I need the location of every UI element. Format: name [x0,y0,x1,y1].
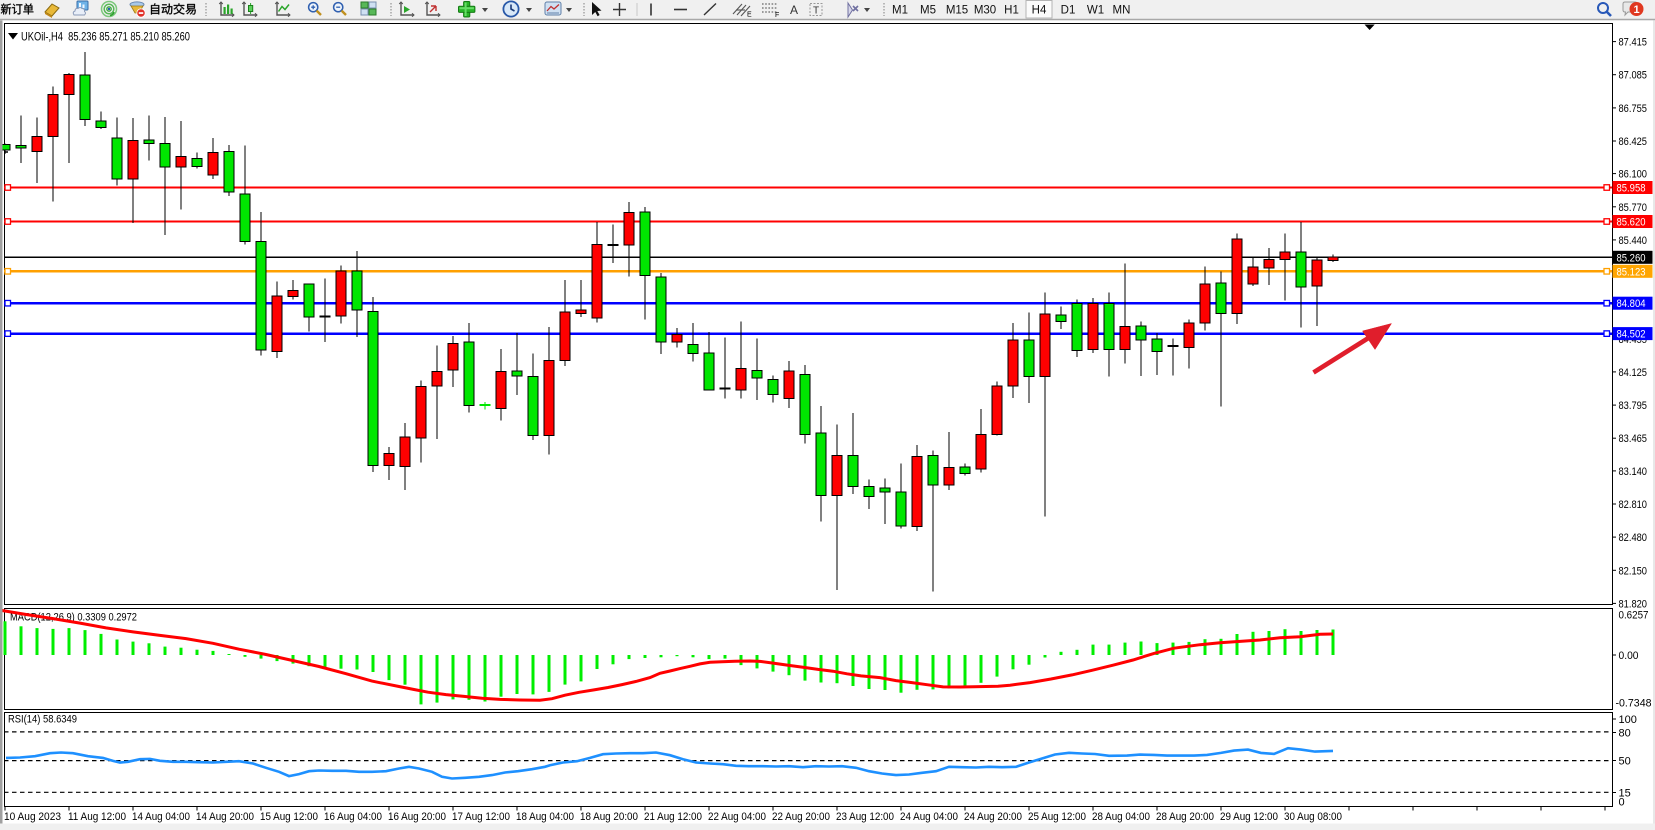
svg-text:85.440: 85.440 [1619,235,1648,247]
svg-text:D1: D1 [1061,5,1076,17]
svg-text:11 Aug 12:00: 11 Aug 12:00 [68,811,126,823]
svg-text:23 Aug 12:00: 23 Aug 12:00 [836,811,894,823]
svg-text:87.085: 87.085 [1619,70,1648,82]
svg-text:21 Aug 12:00: 21 Aug 12:00 [644,811,702,823]
svg-text:M1: M1 [892,5,908,17]
svg-text:50: 50 [1619,756,1631,768]
svg-text:F: F [775,12,779,19]
svg-text:86.755: 86.755 [1619,103,1648,115]
svg-text:0.6257: 0.6257 [1619,609,1649,621]
svg-text:18 Aug 04:00: 18 Aug 04:00 [516,811,574,823]
svg-text:10 Aug 2023: 10 Aug 2023 [4,811,61,823]
svg-text:MACD(12,26,9) 0.3309 0.2972: MACD(12,26,9) 0.3309 0.2972 [10,612,137,624]
svg-text:83.465: 83.465 [1619,433,1648,445]
svg-text:E: E [747,12,752,19]
svg-text:28 Aug 20:00: 28 Aug 20:00 [1156,811,1214,823]
svg-text:86.425: 86.425 [1619,136,1648,148]
svg-text:29 Aug 12:00: 29 Aug 12:00 [1220,811,1278,823]
svg-text:85.958: 85.958 [1617,183,1646,195]
svg-text:M5: M5 [920,5,936,17]
svg-text:15 Aug 12:00: 15 Aug 12:00 [260,811,318,823]
svg-text:82.480: 82.480 [1619,532,1648,544]
svg-text:85.620: 85.620 [1617,217,1646,229]
svg-text:85.770: 85.770 [1619,202,1648,214]
svg-text:MN: MN [1113,5,1131,17]
svg-text:14 Aug 04:00: 14 Aug 04:00 [132,811,190,823]
svg-text:82.150: 82.150 [1619,565,1648,577]
svg-text:84.502: 84.502 [1617,329,1646,341]
svg-text:H4: H4 [1032,5,1047,17]
svg-text:80: 80 [1619,728,1631,740]
svg-text:81.820: 81.820 [1619,598,1648,610]
svg-text:83.140: 83.140 [1619,466,1648,478]
svg-text:86.100: 86.100 [1619,169,1648,181]
svg-text:25 Aug 12:00: 25 Aug 12:00 [1028,811,1086,823]
svg-text:0: 0 [1619,797,1625,809]
svg-text:22 Aug 04:00: 22 Aug 04:00 [708,811,766,823]
svg-text:24 Aug 20:00: 24 Aug 20:00 [964,811,1022,823]
svg-text:16 Aug 04:00: 16 Aug 04:00 [324,811,382,823]
svg-text:M15: M15 [946,5,968,17]
svg-text:T: T [813,6,819,17]
svg-text:UKOil-,H4 85.236 85.271 85.21: UKOil-,H4 85.236 85.271 85.210 85.260 [21,30,190,44]
svg-text:22 Aug 20:00: 22 Aug 20:00 [772,811,830,823]
svg-text:17 Aug 12:00: 17 Aug 12:00 [452,811,510,823]
svg-text:100: 100 [1619,714,1637,726]
svg-text:84.804: 84.804 [1617,298,1646,310]
svg-text:82.810: 82.810 [1619,499,1648,511]
svg-text:H1: H1 [1004,5,1019,17]
svg-text:-0.7348: -0.7348 [1616,698,1652,710]
svg-text:15: 15 [1619,788,1631,800]
svg-text:M30: M30 [974,5,996,17]
svg-text:RSI(14) 58.6349: RSI(14) 58.6349 [8,714,77,726]
svg-text:87.415: 87.415 [1619,37,1648,49]
svg-text:83.795: 83.795 [1619,400,1648,412]
svg-text:A: A [790,3,798,17]
svg-text:14 Aug 20:00: 14 Aug 20:00 [196,811,254,823]
svg-text:84.125: 84.125 [1619,367,1648,379]
svg-text:1: 1 [1633,4,1639,16]
svg-text:24 Aug 04:00: 24 Aug 04:00 [900,811,958,823]
svg-text:30 Aug 08:00: 30 Aug 08:00 [1284,811,1342,823]
svg-text:28 Aug 04:00: 28 Aug 04:00 [1092,811,1150,823]
svg-text:0.00: 0.00 [1619,650,1639,662]
svg-text:18 Aug 20:00: 18 Aug 20:00 [580,811,638,823]
svg-text:85.260: 85.260 [1617,252,1646,264]
svg-text:85.123: 85.123 [1617,266,1646,278]
svg-text:W1: W1 [1087,5,1104,17]
svg-text:16 Aug 20:00: 16 Aug 20:00 [388,811,446,823]
